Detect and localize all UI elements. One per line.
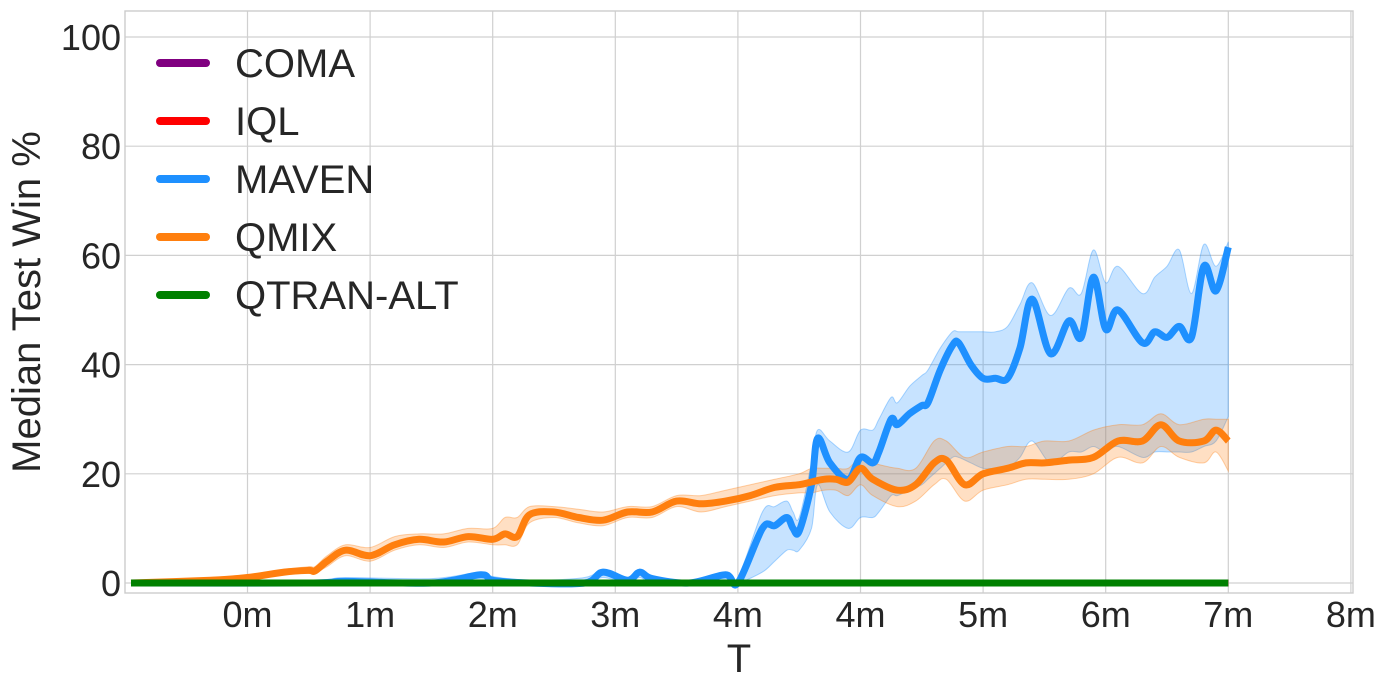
x-tick-label: 4m xyxy=(713,594,763,635)
x-tick-labels: 0m 1m 2m 3m 4m 4m 5m 6m 7m 8m xyxy=(222,594,1375,635)
plot-frame xyxy=(124,10,1354,594)
x-axis-label: T xyxy=(727,637,751,681)
x-tick-label: 0m xyxy=(222,594,272,635)
legend-label-coma: COMA xyxy=(235,42,355,86)
x-tick-label: 5m xyxy=(958,594,1008,635)
x-tick-label: 8m xyxy=(1326,594,1376,635)
y-tick-label: 60 xyxy=(81,235,121,276)
legend-label-qmix: QMIX xyxy=(235,216,337,260)
legend-label-qtran-alt: QTRAN-ALT xyxy=(235,274,459,318)
series-lines xyxy=(130,246,1232,589)
maven-band xyxy=(130,241,1229,585)
x-tick-label: 4m xyxy=(835,594,885,635)
x-tick-label: 3m xyxy=(590,594,640,635)
y-tick-label: 20 xyxy=(81,454,121,495)
y-tick-label: 40 xyxy=(81,345,121,386)
y-tick-label: 80 xyxy=(81,126,121,167)
x-tick-label: 6m xyxy=(1081,594,1131,635)
y-tick-label: 100 xyxy=(61,17,121,58)
qmix-line xyxy=(130,421,1231,587)
legend-label-maven: MAVEN xyxy=(235,158,374,202)
y-tick-label: 0 xyxy=(101,563,121,604)
x-tick-label: 7m xyxy=(1203,594,1253,635)
maven-line xyxy=(130,246,1232,589)
x-tick-label: 2m xyxy=(468,594,518,635)
x-tick-label: 1m xyxy=(345,594,395,635)
y-tick-labels: 0 20 40 60 80 100 xyxy=(61,17,121,604)
legend-label-iql: IQL xyxy=(235,100,299,144)
legend: COMA IQL MAVEN QMIX QTRAN-ALT xyxy=(156,42,459,318)
y-axis-label: Median Test Win % xyxy=(5,131,49,473)
